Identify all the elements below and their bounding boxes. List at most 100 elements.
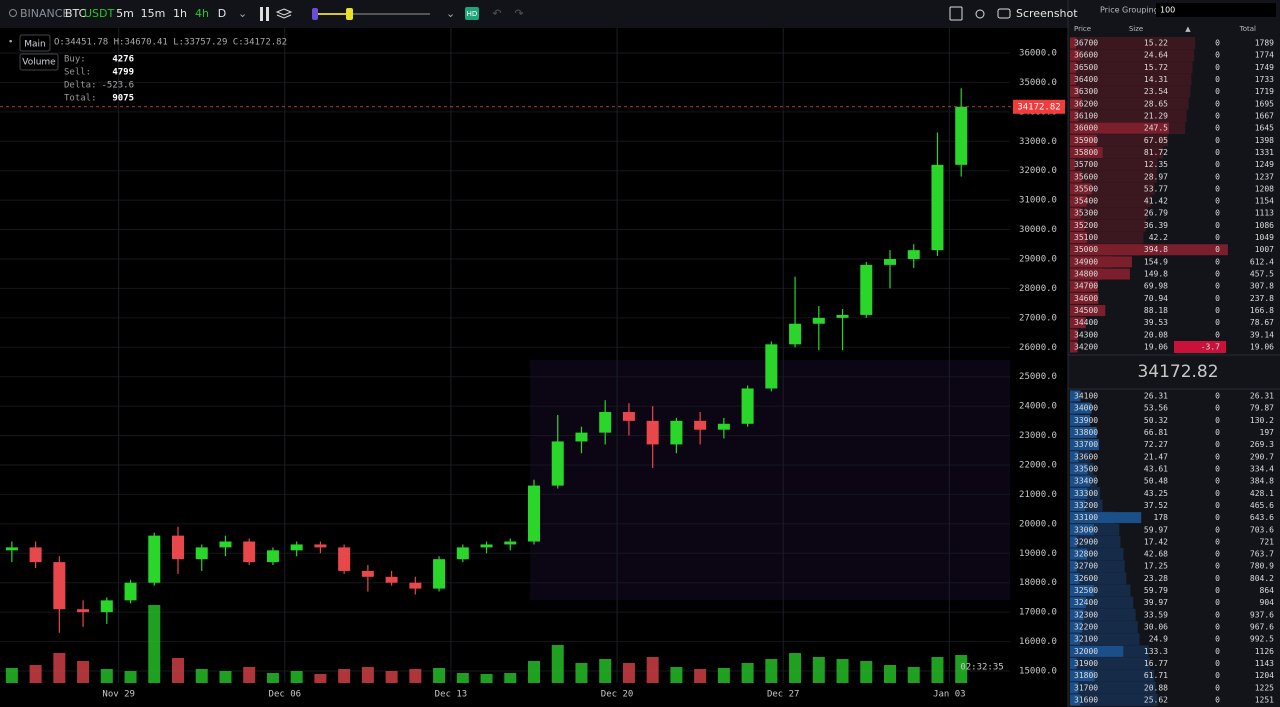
volume-bar [599,659,612,683]
size-bar [1070,256,1132,268]
total-bar [1070,109,1187,122]
size-bar [1070,451,1079,463]
x-tick-label: Dec 27 [767,690,800,700]
size-bar [1070,232,1087,244]
interval-button[interactable]: 15m [141,7,166,20]
total: 1208 [1255,184,1274,193]
candle-body [860,264,873,315]
bar-style-icon[interactable] [266,7,269,21]
layers-icon[interactable] [275,8,293,19]
price: 36100 [1074,111,1098,120]
y-tick-label: 31000.0 [1019,196,1057,206]
volume-bar [409,669,422,683]
price: 33500 [1074,464,1098,473]
price: 35100 [1074,233,1098,242]
x-tick-label: Nov 29 [102,690,135,700]
volume-button[interactable] [19,53,59,71]
size-bar [1070,609,1084,621]
price: 32900 [1074,537,1098,546]
price: 33600 [1074,452,1098,461]
stat-label: Buy: [64,55,86,65]
volume-bar [907,667,920,683]
grouping-input[interactable] [1156,3,1276,17]
quote-asset[interactable]: USDT [84,7,115,20]
stat-label: Total: [64,94,97,104]
size-bar [1070,268,1130,280]
size-bar [1070,512,1142,524]
size: 41.42 [1144,197,1168,206]
volume-bar [172,658,184,683]
base-asset[interactable]: BTC [65,7,87,20]
volume-label[interactable]: Volume [22,58,56,68]
main-label[interactable]: Main [24,40,46,50]
delta: 0 [1215,623,1220,632]
total-bar [1070,219,1147,232]
y-tick-label: 18000.0 [1019,578,1057,588]
main-button[interactable] [19,34,51,52]
size-bar [1070,195,1087,207]
candle-body [385,576,398,583]
price: 32000 [1074,647,1098,656]
size: 66.81 [1144,428,1168,437]
price: 32300 [1074,610,1098,619]
total: 1249 [1255,160,1274,169]
size: 61.71 [1144,671,1168,680]
slider-menu[interactable]: ⌄ [446,7,455,20]
chart: 15000.0 16000.0 17000.0 18000.0 19000.0 20000… [0,28,1065,700]
size-bar [1070,402,1092,414]
candle-body [717,423,730,430]
hd-label[interactable]: HD [467,10,478,18]
profile-icon[interactable] [949,6,963,21]
stat-value: 4276 [112,55,134,65]
delta: 0 [1215,501,1220,510]
delta: 0 [1215,464,1220,473]
delta: 0 [1215,209,1220,218]
interval-button[interactable]: 5m [116,7,134,20]
total: 1331 [1255,148,1274,157]
search-icon[interactable] [9,9,17,17]
price: 32100 [1074,635,1098,644]
interval-menu[interactable]: ⌄ [238,7,247,20]
camera-icon[interactable] [997,8,1011,19]
interval-button[interactable]: 4h [195,7,209,20]
redo[interactable]: ↷ [514,7,523,20]
delta: -3.7 [1201,343,1220,352]
size: 28.65 [1144,99,1168,108]
hd-button[interactable] [465,7,479,20]
total: 78.67 [1250,318,1274,327]
delta: 0 [1215,683,1220,692]
interval-button[interactable]: D [218,7,226,20]
total: 1398 [1255,136,1274,145]
size: 394.8 [1144,245,1168,254]
size-bar [1070,329,1079,341]
undo[interactable]: ↶ [492,7,501,20]
total: 79.87 [1250,404,1274,413]
size-bar [1070,645,1124,657]
slider-fill [318,13,350,15]
candle-body [290,544,303,551]
price: 34200 [1074,343,1098,352]
total-bar [1070,560,1125,573]
size-bar [1070,658,1077,670]
slider-handle[interactable] [346,8,353,20]
size-bar [1070,487,1088,499]
column-header: Price [1074,25,1091,33]
volume-bar [385,671,398,683]
sort-icon[interactable]: ▲ [1185,25,1191,33]
candle-body [243,541,256,563]
theme-icon[interactable] [975,9,985,19]
interval-button[interactable]: 1h [173,7,187,20]
grouping-value[interactable]: 100 [1160,6,1175,15]
total: 1695 [1255,99,1274,108]
candle-body [219,541,232,548]
exchange[interactable]: BINANCE [20,7,69,20]
candle-body [765,344,778,389]
y-tick-label: 27000.0 [1019,313,1057,323]
delta: 0 [1215,197,1220,206]
order-book-panel [1068,0,1280,707]
last-price-label: 34172.82 [1017,102,1060,112]
size-bar [1070,159,1075,171]
bar-style-icon[interactable] [260,7,263,21]
screenshot-button[interactable]: Screenshot [1016,7,1078,20]
slider-start[interactable] [312,8,318,20]
